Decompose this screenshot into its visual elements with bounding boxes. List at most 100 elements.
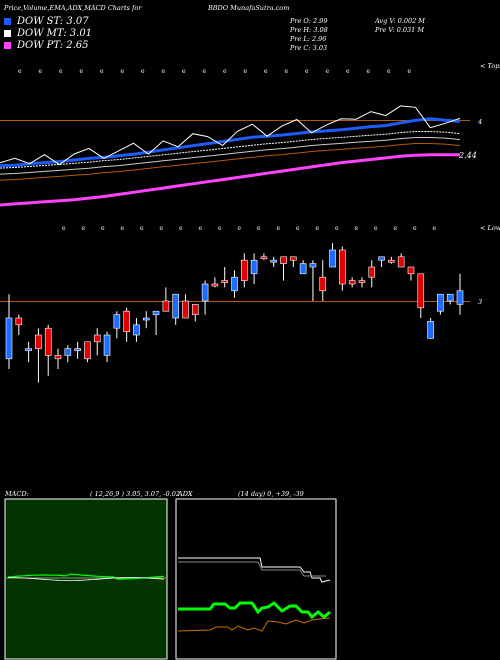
candle-body	[456, 290, 464, 305]
price-line	[0, 105, 461, 166]
chart-title: Price,Volume,EMA,ADX,MACD Charts for	[4, 4, 142, 12]
low-marker: e	[62, 225, 66, 232]
candle-body	[437, 293, 444, 312]
low-marker: e	[335, 225, 339, 232]
legend-swatch	[4, 30, 11, 37]
candle-body	[270, 259, 278, 263]
chart-site: BBDO MunafaSutra.com	[208, 4, 290, 12]
candle-body	[250, 259, 258, 275]
legend-label: DOW ST: 3.07	[17, 16, 89, 27]
avg-volume: Avg V: 0.002 M	[375, 17, 425, 25]
macd-params: ( 12,26,9 ) 3.05, 3.07, -0.02	[90, 490, 180, 498]
top-marker: e	[18, 68, 22, 75]
candle-body	[221, 280, 228, 283]
tops-label: < Tops	[480, 62, 500, 70]
low-marker: e	[355, 225, 359, 232]
low-marker: e	[277, 225, 281, 232]
candle-body	[368, 266, 376, 278]
adx-panel	[175, 498, 337, 660]
prev-volume: Pre V: 0.031 M	[375, 26, 425, 34]
candle-body	[397, 256, 405, 268]
legend-label: DOW MT: 3.01	[17, 28, 93, 39]
top-marker: e	[203, 68, 207, 75]
candle-body	[182, 300, 189, 319]
candlesticks	[5, 243, 464, 383]
legend-dow-pt: DOW PT: 2.65	[4, 40, 89, 51]
candle-body	[54, 355, 62, 360]
low-marker: e	[218, 225, 222, 232]
macd-panel	[4, 498, 168, 660]
ema-long-line	[0, 153, 460, 207]
top-marker: e	[39, 68, 43, 75]
ema-lines	[0, 105, 461, 207]
candle-body	[142, 317, 150, 321]
candle-body	[25, 348, 32, 351]
candle-body	[113, 314, 121, 329]
low-marker: e	[257, 225, 261, 232]
candle-body	[152, 310, 160, 315]
top-marker: e	[182, 68, 186, 75]
prev-close: Pre C: 3.03	[290, 44, 328, 52]
price-label: 2.44	[459, 151, 477, 160]
candle-body	[417, 273, 425, 309]
candle-body	[348, 280, 356, 285]
candle-body	[103, 334, 111, 356]
candle-body	[123, 310, 130, 332]
prev-low: Pre L: 2.96	[290, 35, 327, 43]
adx-minus-line	[177, 617, 331, 632]
top-marker: e	[141, 68, 145, 75]
low-marker: e	[374, 225, 378, 232]
lows-label: < Lows	[480, 224, 500, 232]
top-marker: e	[285, 68, 289, 75]
candle-body	[162, 300, 170, 312]
adx-white-line	[178, 557, 331, 583]
legend-label: DOW PT: 2.65	[17, 40, 89, 51]
candle-body	[84, 341, 91, 360]
candle-body	[319, 276, 327, 292]
top-marker: e	[387, 68, 391, 75]
candle-body	[191, 304, 199, 315]
low-marker: e	[433, 225, 437, 232]
macd-signal-line	[8, 577, 165, 581]
top-marker: e	[408, 68, 412, 75]
candle-body	[64, 348, 72, 356]
adx-lines	[177, 557, 331, 632]
candle-body	[329, 249, 336, 268]
low-marker: e	[316, 225, 320, 232]
candle-body	[133, 324, 140, 336]
low-marker: e	[413, 225, 417, 232]
candle-body	[299, 263, 307, 275]
low-marker: e	[82, 225, 86, 232]
adx-gray-line	[178, 561, 326, 577]
top-marker: e	[305, 68, 309, 75]
candle-body	[74, 348, 81, 351]
candle-body	[211, 283, 219, 287]
top-marker: e	[264, 68, 268, 75]
adx-plus-line	[178, 601, 331, 620]
low-marker: e	[179, 225, 183, 232]
low-marker: e	[394, 225, 398, 232]
top-marker: e	[100, 68, 104, 75]
low-marker: e	[160, 225, 164, 232]
candle-body	[378, 256, 385, 261]
candle-body	[446, 293, 454, 302]
top-marker: e	[346, 68, 350, 75]
candle-body	[15, 317, 23, 326]
legend-swatch	[4, 18, 11, 25]
ema-short-line	[0, 117, 461, 168]
candle-body	[44, 327, 52, 356]
upper-right-tick: 4	[478, 118, 483, 126]
candle-right-tick: 3	[478, 298, 483, 306]
low-marker: e	[199, 225, 203, 232]
ema-mid-line	[0, 131, 461, 169]
candle-body	[231, 276, 238, 292]
candle-body	[5, 317, 13, 360]
top-marker: e	[121, 68, 125, 75]
candle-body	[35, 334, 42, 349]
top-marker: e	[367, 68, 371, 75]
top-marker: e	[244, 68, 248, 75]
brown-ema-line	[0, 143, 461, 181]
